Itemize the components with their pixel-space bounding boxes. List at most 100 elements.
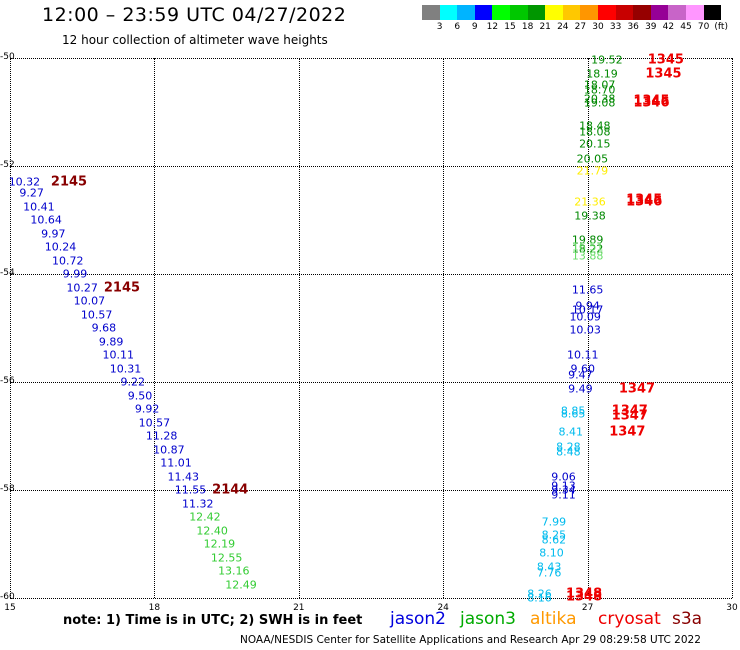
satellite-cryosat: cryosat (598, 609, 661, 629)
wave-height-value: 9.89 (98, 335, 124, 348)
wave-height-value: 12.40 (196, 524, 228, 537)
orbit-number-label: 1347 (611, 408, 648, 424)
wave-height-value: 20.05 (576, 152, 609, 166)
legend-label: 18 (521, 22, 534, 32)
legend-label: 33 (609, 22, 622, 32)
wave-height-value: 10.57 (80, 308, 113, 321)
legend-swatch (457, 5, 475, 20)
wave-height-value: 16.51 (571, 240, 604, 254)
wave-height-value: 19.38 (574, 209, 606, 222)
wave-height-value: 12.19 (203, 537, 236, 551)
wave-height-value: 8.28 (556, 440, 581, 454)
wave-height-value: 10.31 (109, 362, 142, 375)
satellite-jason2: jason2 (390, 609, 446, 629)
grid-line-horizontal (10, 58, 732, 59)
wave-height-value: 11.28 (145, 429, 178, 443)
wave-height-value: 19.89 (571, 233, 604, 247)
wave-height-value: 8.48 (556, 445, 581, 459)
satellite-altika: altika (530, 609, 577, 629)
legend-label: 39 (645, 22, 657, 32)
legend-swatch (545, 5, 563, 20)
wave-height-value: 9.47 (568, 368, 593, 382)
wave-height-value: 10.32 (8, 175, 41, 189)
grid-line-vertical (443, 58, 445, 598)
legend-swatch (509, 5, 528, 20)
wave-height-value: 9.60 (570, 362, 596, 375)
wave-height-value: 10.07 (73, 294, 106, 308)
orbit-number-label: 1346 (633, 95, 670, 111)
wave-height-value: 19.52 (591, 53, 623, 67)
wave-height-value: 10.64 (30, 213, 62, 227)
wave-height-value: 21.36 (574, 195, 606, 209)
grid-line-horizontal (10, 598, 732, 599)
grid-line-vertical (732, 58, 733, 598)
wave-height-value: 8.26 (527, 587, 552, 600)
orbit-number-label: 1345 (647, 52, 684, 68)
wave-height-value: 9.49 (568, 382, 593, 396)
legend-label: 24 (557, 22, 569, 32)
wave-height-value: 12.42 (189, 510, 221, 524)
legend-swatch (580, 5, 598, 20)
grid-line-vertical (298, 58, 300, 598)
orbit-number-label: 1346 (626, 194, 663, 210)
grid-line-vertical (587, 58, 589, 598)
map-title: 12:00 – 23:59 UTC 04/27/2022 (42, 4, 347, 26)
legend-label: 6 (454, 22, 461, 32)
wave-height-value: 11.55 (174, 483, 207, 497)
wave-height-value: 8.41 (558, 425, 584, 438)
wave-height-value: 10.11 (567, 348, 599, 362)
wave-height-value: 12.55 (210, 551, 243, 564)
x-tick-label: 15 (4, 603, 16, 613)
wave-height-value: 9.50 (127, 389, 153, 402)
wave-height-value: 8.85 (560, 404, 586, 418)
x-tick-label: 18 (148, 603, 161, 613)
wave-height-value: 18.07 (583, 78, 616, 92)
legend-label: 12 (486, 22, 499, 32)
orbit-number-label: 1347 (609, 424, 646, 439)
x-tick-label: 21 (293, 603, 305, 613)
wave-height-value: 11.65 (571, 283, 604, 297)
wave-height-value: 10.57 (138, 416, 171, 429)
orbit-number-label: 2145 (103, 280, 141, 295)
wave-height-value: 10.72 (52, 254, 84, 267)
legend-swatch (650, 5, 669, 20)
wave-height-value: 9.06 (551, 470, 576, 483)
y-tick-label: -58 (0, 484, 15, 494)
legend-label: 3 (436, 22, 443, 32)
wave-height-value: 18.70 (583, 83, 616, 96)
y-tick-label: -50 (0, 52, 15, 62)
orbit-number-label: 2145 (50, 174, 88, 190)
units-note: note: 1) Time is in UTC; 2) SWH is in fe… (63, 613, 363, 628)
grid-line-vertical (10, 58, 11, 598)
y-tick-label: -52 (0, 160, 15, 170)
legend-swatch (597, 5, 616, 20)
wave-height-value: 11.43 (167, 470, 200, 483)
orbit-number-label: 1345 (645, 66, 682, 82)
orbit-number-label: 1348 (565, 589, 603, 605)
wave-height-value: 19.08 (583, 96, 616, 110)
footer-credit: NOAA/NESDIS Center for Satellite Applica… (240, 634, 701, 646)
wave-height-value: 9.27 (19, 186, 44, 200)
wave-height-value: 9.94 (575, 299, 600, 312)
wave-height-value: 18.22 (571, 242, 604, 256)
map-subtitle: 12 hour collection of altimeter wave hei… (62, 33, 328, 47)
wave-height-value: 10.11 (102, 348, 135, 362)
legend-label: 36 (627, 22, 639, 32)
legend-label: 27 (574, 22, 587, 32)
wave-height-value: 10.27 (66, 281, 98, 294)
legend-label: 45 (680, 22, 692, 32)
legend-label: 30 (592, 22, 604, 32)
legend-label: 21 (539, 22, 551, 32)
legend-swatch (685, 5, 704, 20)
wave-height-value: 10.17 (571, 303, 604, 317)
grid-line-horizontal (10, 490, 732, 491)
orbit-number-label: 1345 (626, 192, 663, 208)
grid-line-horizontal (10, 166, 732, 167)
wave-height-value: 9.22 (120, 375, 145, 389)
legend-swatch (527, 5, 546, 20)
wave-height-value: 8.10 (539, 546, 564, 560)
wave-height-plot: 10.32 9.27 10.41 10.64 9.97 10.24 10.72 9.99 10.… (8, 53, 733, 605)
color-legend (422, 5, 722, 20)
wave-height-value: 9.99 (62, 267, 88, 281)
wave-height-value: 9.13 (551, 479, 576, 492)
